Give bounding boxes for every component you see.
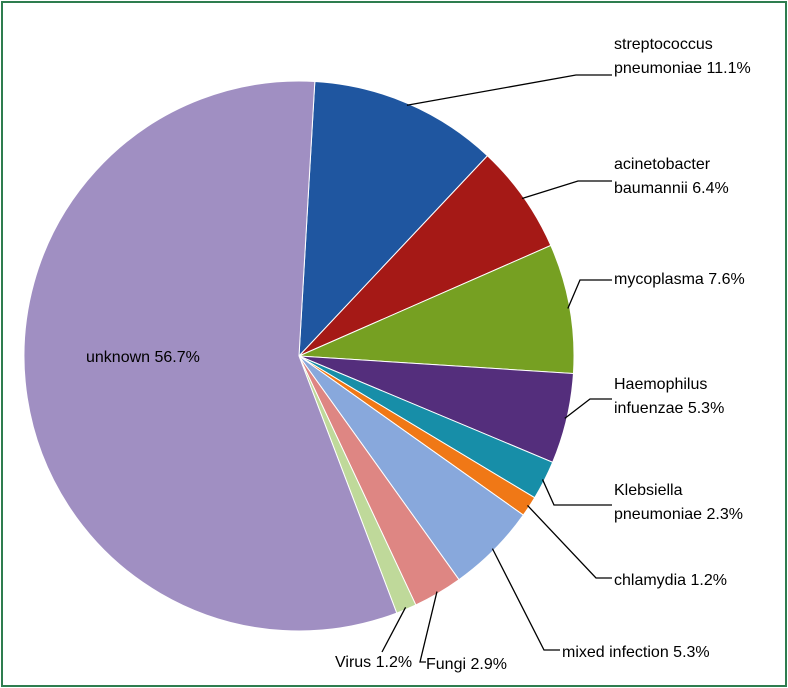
data-label: mycoplasma 7.6% xyxy=(614,271,745,288)
data-label: Virus 1.2% xyxy=(335,654,412,671)
data-label: streptococcus pneumoniae 11.1% xyxy=(614,36,751,77)
leader-line xyxy=(381,607,407,653)
leader-line xyxy=(541,479,612,506)
data-label: chlamydia 1.2% xyxy=(614,572,727,589)
leader-line xyxy=(406,74,612,106)
leader-line xyxy=(419,591,438,663)
data-label: Klebsiella pneumoniae 2.3% xyxy=(614,482,743,523)
leader-line xyxy=(491,548,560,651)
data-label: Haemophilus infuenzae 5.3% xyxy=(614,376,724,417)
pie-slice-mycoplasma xyxy=(298,244,575,375)
leader-line xyxy=(564,398,612,419)
pie-slice-streptococcus-pneumoniae xyxy=(298,80,489,358)
leader-line xyxy=(521,180,612,200)
leader-line xyxy=(527,504,612,579)
data-label: acinetobacter baumannii 6.4% xyxy=(614,156,729,197)
leader-line xyxy=(567,279,612,309)
pie-slice-unknown xyxy=(23,80,398,632)
data-label: mixed infection 5.3% xyxy=(562,644,710,661)
data-label: unknown 56.7% xyxy=(86,349,200,366)
data-label: Fungi 2.9% xyxy=(426,656,507,673)
